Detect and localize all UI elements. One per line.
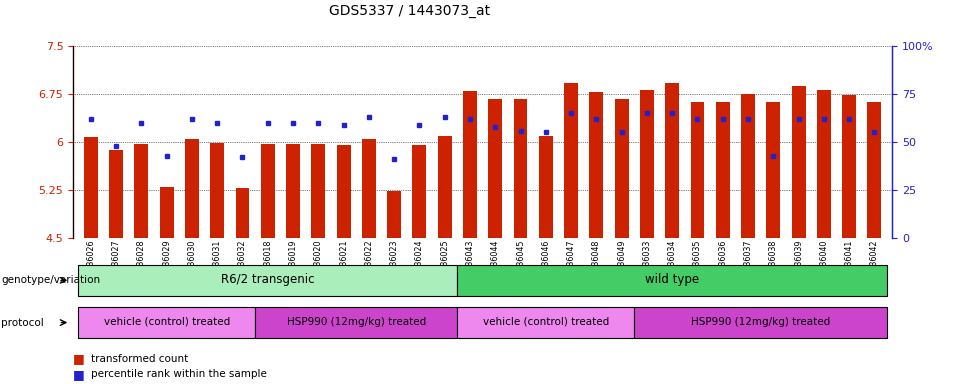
Bar — [362, 139, 375, 238]
Bar — [387, 191, 401, 238]
Bar — [565, 83, 578, 238]
Bar — [741, 94, 755, 238]
Bar — [716, 103, 729, 238]
Text: HSP990 (12mg/kg) treated: HSP990 (12mg/kg) treated — [691, 317, 831, 327]
Bar — [412, 145, 426, 238]
Bar — [438, 136, 451, 238]
Text: ■: ■ — [73, 368, 85, 381]
Bar — [590, 92, 604, 238]
Text: R6/2 transgenic: R6/2 transgenic — [221, 273, 315, 286]
Bar — [640, 89, 654, 238]
Bar — [160, 187, 174, 238]
Text: percentile rank within the sample: percentile rank within the sample — [91, 369, 266, 379]
Bar — [817, 89, 831, 238]
Bar — [457, 307, 635, 338]
Bar — [690, 102, 704, 238]
Bar — [635, 307, 887, 338]
Bar — [185, 139, 199, 238]
Bar — [311, 144, 326, 238]
Bar — [211, 143, 224, 238]
Bar — [463, 91, 477, 238]
Bar — [514, 99, 527, 238]
Bar — [539, 136, 553, 238]
Bar — [614, 99, 629, 238]
Bar — [255, 307, 457, 338]
Bar — [236, 188, 250, 238]
Text: GDS5337 / 1443073_at: GDS5337 / 1443073_at — [329, 4, 490, 18]
Bar — [84, 137, 98, 238]
Bar — [665, 83, 680, 238]
Text: protocol: protocol — [1, 318, 44, 328]
Text: ■: ■ — [73, 353, 85, 366]
Bar — [792, 86, 805, 238]
Bar — [78, 265, 457, 296]
Bar — [286, 144, 300, 238]
Bar — [260, 144, 275, 238]
Bar — [135, 144, 148, 238]
Text: transformed count: transformed count — [91, 354, 188, 364]
Bar — [842, 95, 856, 238]
Text: vehicle (control) treated: vehicle (control) treated — [103, 317, 230, 327]
Bar — [457, 265, 887, 296]
Bar — [766, 102, 780, 238]
Text: wild type: wild type — [645, 273, 699, 286]
Bar — [109, 150, 123, 238]
Text: HSP990 (12mg/kg) treated: HSP990 (12mg/kg) treated — [287, 317, 426, 327]
Text: vehicle (control) treated: vehicle (control) treated — [483, 317, 609, 327]
Bar — [78, 307, 255, 338]
Bar — [488, 99, 502, 238]
Text: genotype/variation: genotype/variation — [1, 275, 100, 285]
Bar — [336, 145, 351, 238]
Bar — [868, 102, 881, 238]
